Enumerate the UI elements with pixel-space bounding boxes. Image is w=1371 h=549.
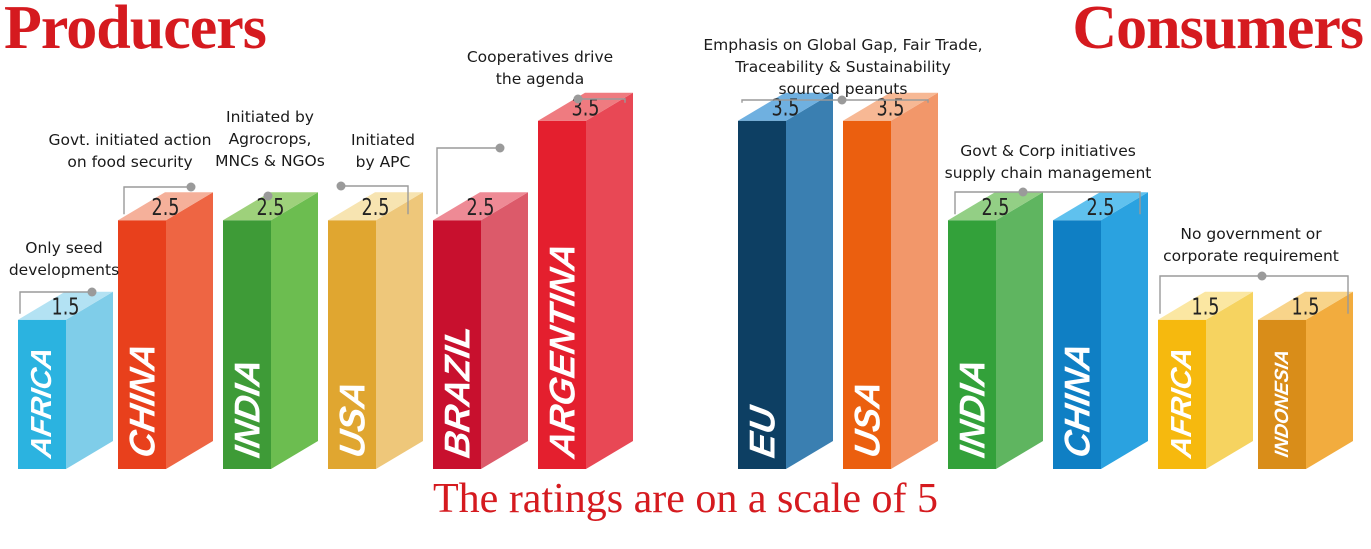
- consumers-indonesia-bar-side: [1306, 291, 1353, 469]
- note-producers-china-line: on food security: [67, 153, 192, 171]
- consumers-india-bar-side: [996, 192, 1043, 469]
- producers-title: Producers: [4, 0, 267, 62]
- producers-china-bar-top: [118, 192, 213, 221]
- consumers-china-bar-top: [1053, 192, 1148, 221]
- consumers-africa-category-label: AFRICA: [1166, 345, 1198, 461]
- note-producers-india-line: Initiated by: [226, 108, 314, 126]
- producers-africa-value-label: 1.5: [52, 294, 80, 321]
- consumers-usa-bar-side: [891, 92, 938, 469]
- consumers-africa-bar-front: [1158, 319, 1206, 469]
- note-producers-brazil-leader: [436, 147, 500, 215]
- consumers-china-bar-front: [1053, 220, 1101, 469]
- producers-china-bar-front: [118, 220, 166, 469]
- note-producers-china-leader: [123, 186, 191, 215]
- consumers-africa-value-label: 1.5: [1192, 294, 1220, 321]
- note-consumers-africa-indonesia-dot: [1257, 271, 1267, 281]
- consumers-india-value-label: 2.5: [982, 195, 1010, 222]
- producers-brazil-value-label: 2.5: [467, 195, 495, 222]
- note-producers-argentina-line: the agenda: [496, 70, 584, 88]
- note-consumers-india-china-dot: [1018, 187, 1028, 197]
- note-producers-brazil-dot: [495, 143, 505, 153]
- note-producers-usa-line: by APC: [356, 153, 411, 171]
- producers-brazil-bar-top: [433, 192, 528, 221]
- note-producers-usa-leader: [341, 185, 409, 215]
- note-producers-argentina-leader: [578, 98, 626, 103]
- producers-argentina-category-label: ARGENTINA: [542, 239, 583, 461]
- note-producers-india-line: MNCs & NGOs: [215, 152, 325, 170]
- producers-china-value-label: 2.5: [152, 195, 180, 222]
- note-producers-africa-line: developments: [9, 261, 119, 279]
- producers-brazil-bar-side: [481, 192, 528, 469]
- note-producers-usa-dot: [336, 181, 346, 191]
- note-producers-india-line: Agrocrops,: [229, 130, 312, 148]
- note-producers-china-dot: [186, 182, 196, 192]
- consumers-china-bar-side: [1101, 192, 1148, 469]
- consumers-india-category-label: INDIA: [952, 355, 993, 460]
- consumers-china-category-label: CHINA: [1057, 339, 1098, 460]
- note-producers-usa-line: Initiated: [351, 131, 415, 149]
- consumers-eu-bar-side: [786, 92, 833, 469]
- consumers-africa-bar-side: [1206, 291, 1253, 469]
- scale-note: The ratings are on a scale of 5: [433, 476, 938, 522]
- consumers-india-bar-front: [948, 220, 996, 469]
- note-consumers-africa-indonesia-line: No government or: [1180, 225, 1322, 243]
- consumers-indonesia-bar-front: [1258, 319, 1306, 469]
- note-consumers-africa-indonesia-line: corporate requirement: [1163, 247, 1339, 265]
- note-producers-africa-dot: [87, 287, 97, 297]
- note-consumers-india-china-line: Govt & Corp initiatives: [960, 142, 1136, 160]
- consumers-china-value-label: 2.5: [1087, 195, 1115, 222]
- producers-india-category-label: INDIA: [227, 355, 268, 460]
- note-producers-argentina-line: Cooperatives drive: [467, 48, 613, 66]
- producers-africa-category-label: AFRICA: [26, 345, 58, 461]
- note-consumers-eu-usa-line: Traceability & Sustainability: [734, 58, 951, 76]
- producers-argentina-bar-front: [538, 120, 586, 469]
- consumers-indonesia-value-label: 1.5: [1292, 294, 1320, 321]
- consumers-usa-category-label: USA: [847, 377, 888, 460]
- note-producers-africa-line: Only seed: [25, 239, 102, 257]
- consumers-usa-bar-front: [843, 120, 891, 469]
- producers-africa-bar-side: [66, 291, 113, 469]
- consumers-africa-bar-top: [1158, 291, 1253, 320]
- producers-africa-bar-top: [18, 291, 113, 320]
- consumers-eu-category-label: EU: [742, 403, 783, 461]
- note-consumers-eu-usa-line: Emphasis on Global Gap, Fair Trade,: [703, 36, 982, 54]
- producers-brazil-bar-front: [433, 220, 481, 469]
- note-producers-china-line: Govt. initiated action: [48, 131, 211, 149]
- producers-usa-category-label: USA: [332, 377, 373, 460]
- producers-usa-bar-front: [328, 220, 376, 469]
- consumers-eu-bar-front: [738, 120, 786, 469]
- consumers-india-bar-top: [948, 192, 1043, 221]
- producers-india-bar-front: [223, 220, 271, 469]
- note-consumers-africa-indonesia-leader: [1159, 275, 1349, 314]
- note-consumers-india-china-line: supply chain management: [945, 164, 1152, 182]
- producers-africa-bar-front: [18, 319, 66, 469]
- producers-usa-bar-side: [376, 192, 423, 469]
- note-consumers-eu-usa-leader: [741, 99, 929, 103]
- producers-china-category-label: CHINA: [122, 339, 163, 460]
- producers-india-bar-side: [271, 192, 318, 469]
- producers-india-bar-top: [223, 192, 318, 221]
- producers-usa-value-label: 2.5: [362, 195, 390, 222]
- consumers-title: Consumers: [1072, 0, 1364, 62]
- producers-argentina-bar-top: [538, 92, 633, 121]
- note-producers-india-dot: [263, 191, 273, 201]
- producers-china-bar-side: [166, 192, 213, 469]
- producers-argentina-bar-side: [586, 92, 633, 469]
- consumers-indonesia-category-label: INDONESIA: [1271, 348, 1293, 459]
- note-consumers-eu-usa-line: sourced peanuts: [779, 80, 908, 98]
- note-consumers-eu-usa-dot: [837, 95, 847, 105]
- producers-brazil-category-label: BRAZIL: [437, 321, 478, 460]
- consumers-indonesia-bar-top: [1258, 291, 1353, 320]
- producers-usa-bar-top: [328, 192, 423, 221]
- note-producers-africa-leader: [19, 291, 92, 314]
- note-consumers-india-china-leader: [954, 191, 1141, 215]
- note-producers-argentina-dot: [573, 94, 583, 104]
